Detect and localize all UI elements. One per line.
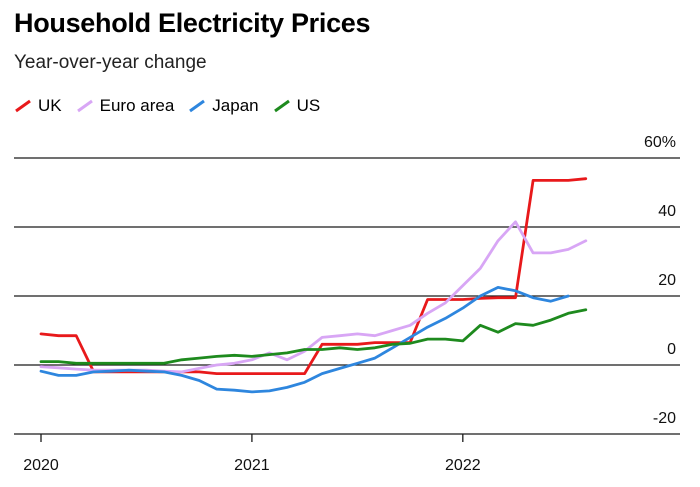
legend-item: Euro area (76, 96, 175, 116)
legend-label: UK (38, 96, 62, 115)
chart-title: Household Electricity Prices (14, 8, 371, 38)
series-line-us (39, 308, 588, 365)
legend-item: US (273, 96, 321, 116)
legend: UK Euro area Japan US (14, 96, 334, 116)
series-line-japan (39, 285, 570, 394)
y-tick-label: 60% (644, 134, 676, 151)
y-tick-label: 40 (658, 203, 676, 220)
y-tick-label: 0 (667, 341, 676, 358)
x-tick-label: 2021 (234, 457, 270, 474)
y-tick-label: -20 (653, 410, 676, 427)
legend-swatch (189, 99, 206, 113)
legend-swatch (76, 99, 93, 113)
legend-item: Japan (188, 96, 259, 116)
legend-item: UK (14, 96, 62, 116)
legend-swatch (15, 99, 31, 113)
legend-label: Euro area (99, 96, 175, 115)
legend-swatch (273, 99, 290, 113)
y-tick-label: 20 (658, 272, 676, 289)
series-line-uk (39, 177, 588, 376)
legend-label: US (296, 96, 321, 115)
chart-subtitle: Year-over-year change (14, 52, 207, 73)
legend-label: Japan (212, 96, 259, 115)
x-tick-label: 2020 (23, 457, 59, 474)
x-tick-label: 2022 (445, 457, 481, 474)
